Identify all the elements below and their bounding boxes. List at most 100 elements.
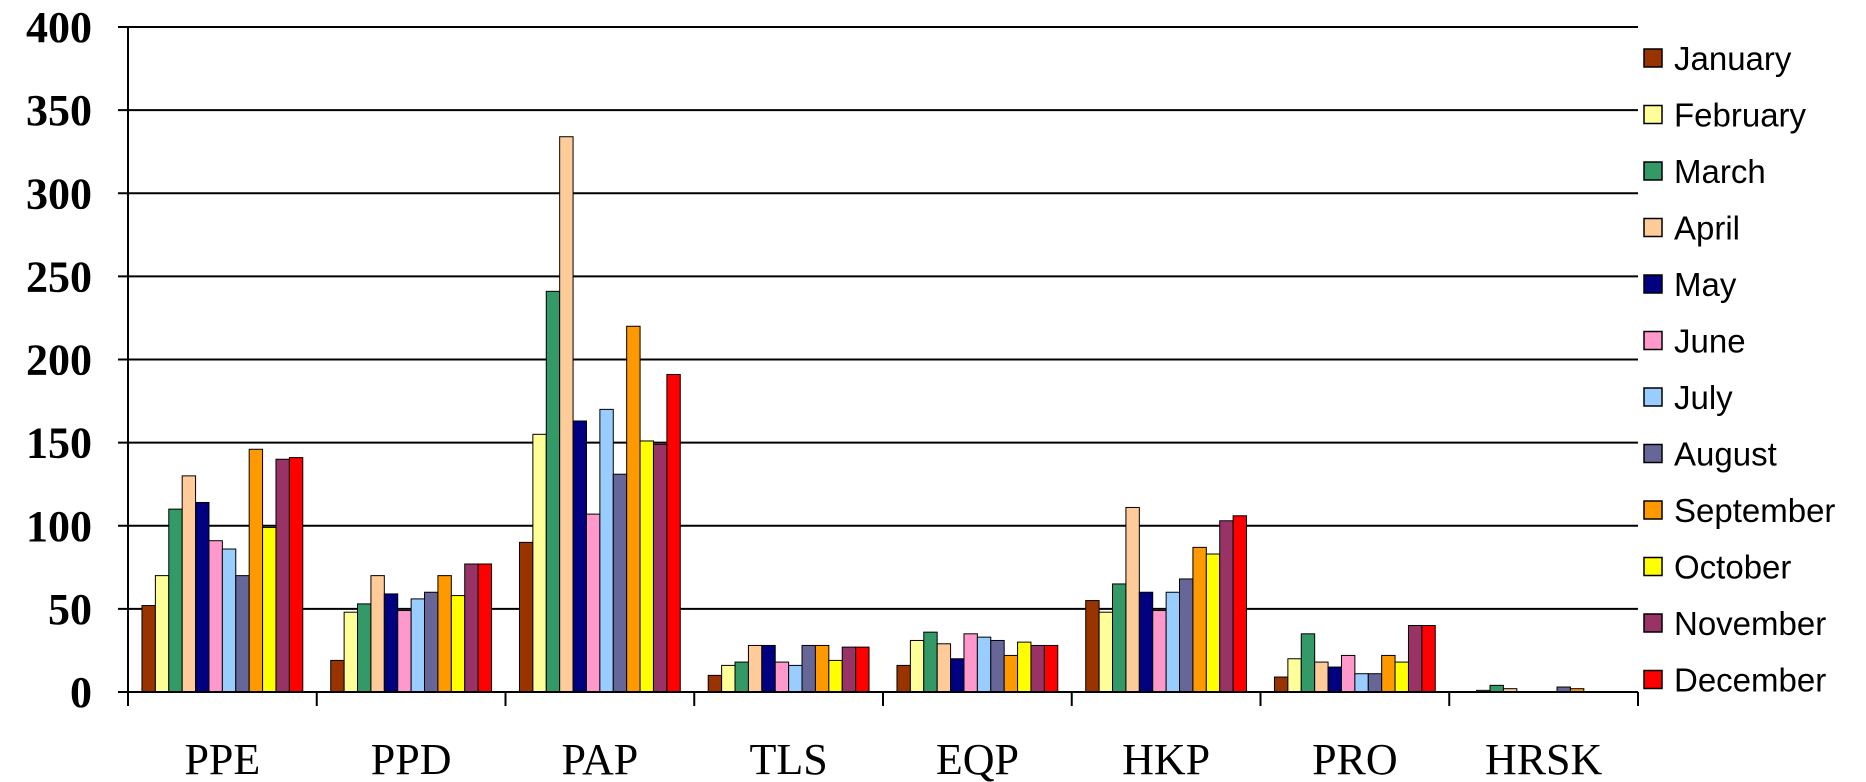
bar-tls-june [774,661,790,693]
legend-label: December [1674,662,1826,699]
bar-tls-may [761,644,776,693]
bar-hkp-may [1138,591,1154,693]
bar-hkp-march [1112,583,1127,693]
bar-ppd-june [397,610,412,693]
bar-tls-april [747,644,763,693]
y-tick-label: 250 [26,252,92,301]
bar-hkp-july [1165,591,1181,693]
bar-ppd-february [343,611,359,693]
y-tick-label: 150 [26,419,92,468]
bar-ppd-march [357,603,372,693]
y-axis-ticks: 0 50 100 150 200 250 300 350 400 [26,3,128,717]
y-tick-label: 300 [26,169,92,218]
legend-label: March [1674,153,1766,190]
bar-eqp-january [896,664,911,693]
bar-hkp-august [1179,578,1194,693]
bar-tls-february [721,664,736,693]
bar-ppe-october [262,526,277,693]
bar-ppd-july [410,598,426,693]
bar-pap-october [639,440,654,693]
legend-swatch [1643,104,1663,125]
legend-swatch [1643,330,1663,351]
legend-label: August [1674,436,1777,473]
legend-label: June [1674,323,1746,360]
bar-ppd-september [437,575,452,693]
legend-item: November [1643,605,1826,642]
bar-pro-december [1421,625,1436,693]
bar-pro-may [1327,666,1342,693]
bar-ppd-january [330,659,345,693]
bar-pap-july [599,408,614,693]
bar-pro-april [1314,661,1329,693]
bar-ppe-january [141,605,156,693]
bar-ppe-december [288,457,304,693]
bar-tls-march [734,661,749,693]
legend-item: June [1643,323,1746,360]
x-tick-label: TLS [750,735,828,782]
bar-hkp-february [1098,611,1114,693]
gridlines [128,26,1638,610]
bar-hkp-december [1232,515,1248,693]
bar-tls-august [801,644,816,693]
bar-ppd-december [477,563,493,693]
legend-label: May [1674,266,1737,303]
legend-swatch [1643,274,1663,294]
y-tick-label: 400 [26,3,92,52]
bar-pro-september [1381,654,1396,693]
legend-swatch [1643,443,1663,464]
legend-swatch [1643,669,1663,690]
bar-ppd-november [464,563,479,693]
bar-ppe-march [168,508,183,693]
legend-swatch [1643,217,1663,238]
x-tick-label: HKP [1122,735,1210,782]
legend-swatch [1643,161,1663,181]
legend-swatch [1643,387,1663,407]
bar-hkp-april [1125,506,1140,693]
bar-ppd-october [450,595,466,693]
legend-item: May [1643,266,1737,303]
bar-pap-january [518,541,534,693]
legend-item: August [1643,436,1777,473]
y-tick-label: 350 [26,86,92,135]
y-tick-label: 100 [26,502,92,551]
bar-pro-august [1367,673,1383,693]
bar-ppd-august [424,591,439,693]
x-tick-label: PAP [562,735,639,782]
x-tick-label: PPD [371,735,452,782]
bar-ppe-april [181,475,197,693]
bar-hkp-june [1152,610,1167,693]
bar-tls-november [841,646,857,693]
bar-eqp-november [1030,644,1045,693]
legend-label: April [1674,210,1740,247]
bar-eqp-july [976,636,992,693]
bar-ppe-august [235,575,250,693]
bar-tls-january [707,674,723,693]
bar-pap-april [559,136,574,693]
bar-eqp-april [936,643,952,693]
bar-pap-december [666,373,681,693]
x-tick-label: PPE [184,735,260,782]
bar-hkp-october [1205,553,1221,693]
bar-eqp-september [1003,654,1019,693]
bar-eqp-march [923,631,938,693]
bar-hkp-september [1192,546,1207,693]
bar-pro-february [1287,658,1302,693]
legend-item: July [1643,379,1733,416]
bar-pro-july [1354,673,1369,693]
bar-ppe-september [248,448,264,693]
bar-pap-november [652,443,668,693]
bar-ppe-may [195,501,210,693]
bar-hkp-january [1085,600,1100,693]
bar-eqp-june [963,633,978,693]
legend-item: September [1643,492,1835,529]
legend-label: July [1674,379,1733,416]
bar-pap-march [545,290,561,693]
bar-eqp-february [909,639,925,693]
legend-item: December [1643,662,1826,699]
bar-ppd-may [383,593,399,693]
legend-swatch [1643,500,1663,520]
bar-pap-june [585,513,601,693]
legend-item: October [1643,549,1791,586]
bar-pap-may [572,420,587,693]
